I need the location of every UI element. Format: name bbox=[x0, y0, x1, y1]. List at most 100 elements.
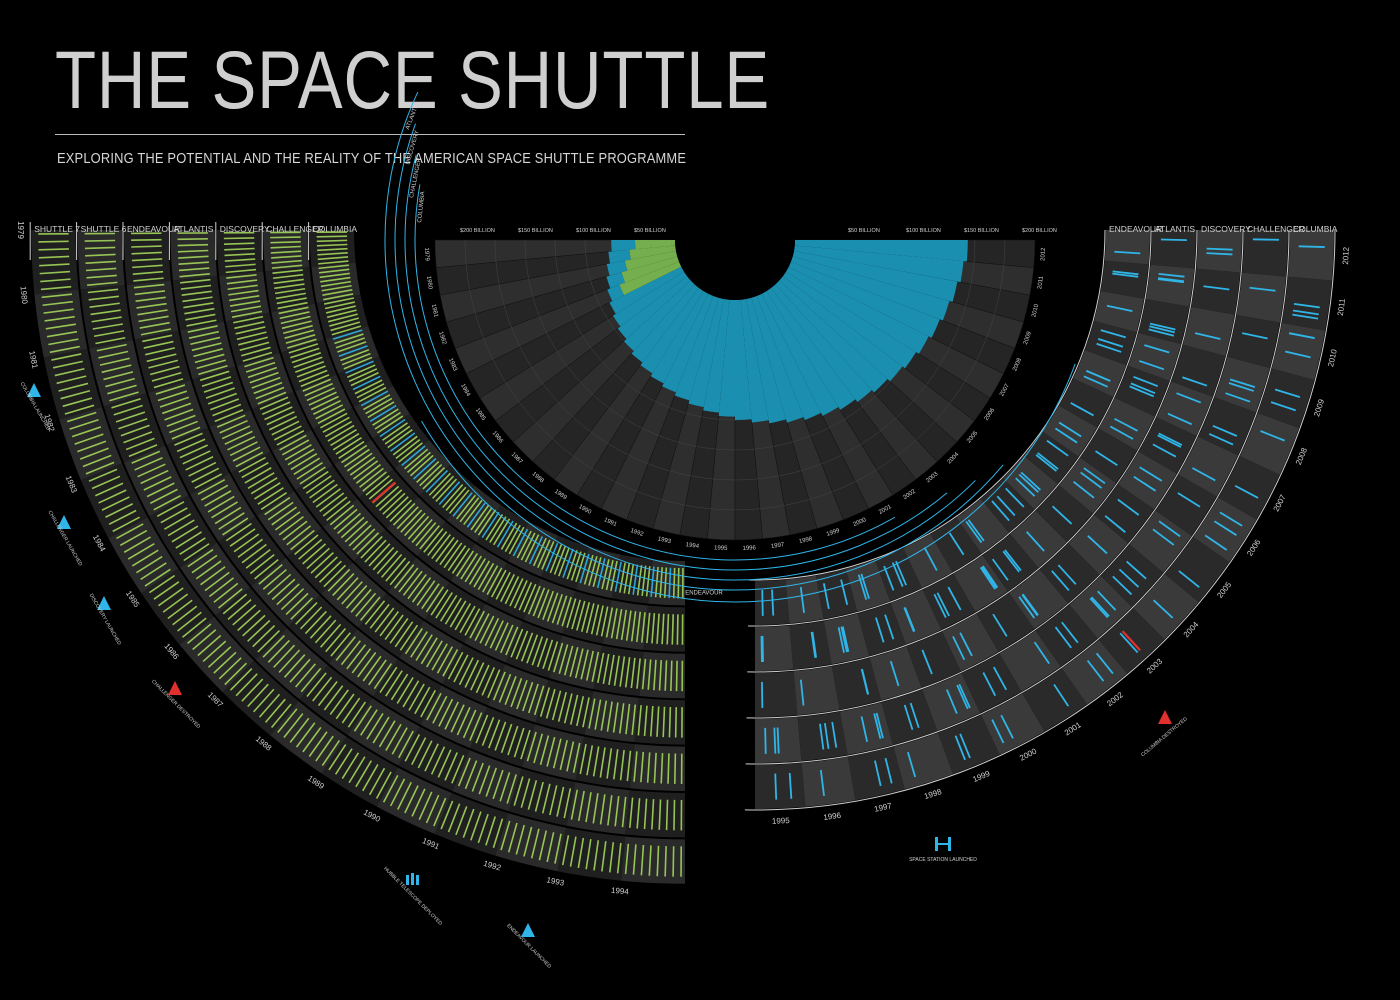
potential-mission-tick bbox=[395, 438, 421, 460]
telescope-icon bbox=[411, 873, 414, 885]
potential-mission-tick bbox=[310, 552, 334, 574]
year-band bbox=[394, 439, 451, 496]
potential-mission-tick bbox=[326, 309, 357, 319]
actual-mission-tick bbox=[1057, 564, 1077, 585]
potential-mission-tick bbox=[200, 566, 226, 586]
potential-mission-tick bbox=[651, 799, 655, 830]
potential-mission-tick bbox=[327, 424, 355, 442]
potential-mission-tick bbox=[500, 723, 513, 754]
potential-mission-tick bbox=[665, 799, 669, 831]
potential-mission-tick bbox=[643, 705, 648, 737]
cost-area-blue bbox=[735, 299, 752, 420]
cost-area-blue bbox=[662, 293, 714, 393]
year-band bbox=[446, 485, 502, 543]
potential-mission-tick bbox=[672, 846, 675, 877]
actual-mission-tick bbox=[1061, 621, 1079, 644]
year-band bbox=[1035, 485, 1093, 542]
potential-mission-tick bbox=[674, 707, 678, 738]
actual-mission-tick bbox=[1133, 375, 1159, 388]
potential-mission-tick bbox=[451, 547, 471, 574]
track-label: ATLANTIS bbox=[1155, 224, 1195, 234]
potential-mission-tick bbox=[356, 383, 385, 399]
actual-mission-tick bbox=[1129, 385, 1155, 398]
year-band bbox=[1138, 298, 1190, 345]
potential-mission-tick bbox=[641, 565, 647, 596]
potential-mission-tick bbox=[131, 245, 162, 248]
potential-mission-tick bbox=[402, 680, 420, 708]
potential-mission-tick bbox=[325, 305, 356, 314]
year-band bbox=[630, 744, 685, 791]
potential-mission-tick bbox=[656, 706, 660, 737]
actual-mission-tick bbox=[948, 532, 965, 556]
potential-mission-tick bbox=[317, 408, 346, 424]
potential-mission-tick bbox=[167, 519, 195, 537]
cost-year-label: 1997 bbox=[771, 542, 786, 550]
actual-mission-tick bbox=[1085, 369, 1111, 382]
potential-mission-tick bbox=[651, 613, 656, 644]
potential-mission-tick bbox=[48, 338, 79, 346]
potential-mission-tick bbox=[646, 612, 651, 644]
actual-mission-tick bbox=[773, 727, 777, 754]
potential-mission-tick bbox=[482, 565, 499, 593]
potential-mission-tick bbox=[668, 706, 672, 738]
potential-mission-tick bbox=[191, 467, 220, 483]
potential-mission-tick bbox=[211, 501, 238, 519]
potential-mission-tick bbox=[224, 430, 253, 445]
actual-mission-tick bbox=[875, 712, 884, 739]
year-band bbox=[999, 630, 1061, 692]
potential-mission-tick bbox=[636, 798, 641, 829]
potential-mission-tick bbox=[398, 442, 423, 463]
potential-mission-tick bbox=[569, 694, 579, 725]
potential-mission-tick bbox=[646, 752, 651, 783]
actual-mission-tick bbox=[1095, 652, 1114, 675]
potential-mission-tick bbox=[526, 731, 537, 762]
year-label: 1986 bbox=[162, 642, 181, 662]
actual-mission-tick bbox=[956, 684, 969, 710]
potential-mission-tick bbox=[131, 251, 162, 255]
year-band bbox=[1150, 230, 1196, 269]
actual-mission-tick bbox=[1119, 632, 1139, 654]
potential-mission-tick bbox=[320, 280, 352, 288]
potential-mission-tick bbox=[185, 456, 214, 471]
potential-mission-tick bbox=[317, 247, 348, 252]
potential-mission-tick bbox=[52, 360, 83, 369]
potential-mission-tick bbox=[183, 302, 214, 309]
potential-mission-tick bbox=[613, 655, 620, 686]
cost-year-label: 2001 bbox=[878, 504, 893, 516]
potential-mission-tick bbox=[534, 781, 544, 812]
actual-mission-tick bbox=[1160, 238, 1187, 242]
potential-mission-tick bbox=[150, 488, 178, 504]
year-band bbox=[358, 593, 424, 658]
cost-center-hole bbox=[675, 180, 795, 300]
potential-mission-tick bbox=[136, 555, 163, 574]
potential-mission-tick bbox=[507, 725, 519, 756]
potential-mission-tick bbox=[277, 301, 308, 310]
potential-mission-tick bbox=[230, 305, 262, 313]
potential-mission-tick bbox=[270, 240, 301, 244]
year-band bbox=[1035, 604, 1098, 667]
potential-mission-tick bbox=[569, 647, 579, 677]
year-label: 1988 bbox=[254, 734, 274, 753]
potential-mission-tick bbox=[219, 419, 248, 434]
year-band bbox=[942, 613, 999, 672]
potential-mission-tick bbox=[494, 622, 509, 651]
potential-mission-tick bbox=[177, 237, 208, 241]
actual-mission-tick bbox=[1037, 452, 1059, 470]
potential-mission-tick bbox=[261, 401, 291, 416]
potential-mission-tick bbox=[379, 418, 406, 438]
year-label: 1991 bbox=[421, 836, 441, 851]
actual-mission-tick bbox=[1219, 511, 1243, 527]
potential-mission-tick bbox=[236, 331, 267, 341]
potential-mission-tick bbox=[551, 593, 563, 624]
potential-mission-tick bbox=[140, 562, 167, 581]
actual-mission-tick bbox=[1213, 520, 1237, 536]
actual-mission-tick bbox=[1015, 477, 1036, 497]
potential-mission-tick bbox=[600, 606, 609, 637]
shuttle-icon bbox=[97, 596, 111, 610]
cost-year-label: 1980 bbox=[425, 276, 433, 291]
potential-mission-tick bbox=[576, 696, 585, 727]
potential-mission-tick bbox=[459, 497, 480, 523]
potential-mission-tick bbox=[316, 239, 348, 243]
potential-mission-tick bbox=[123, 536, 151, 553]
potential-mission-tick bbox=[454, 603, 472, 631]
